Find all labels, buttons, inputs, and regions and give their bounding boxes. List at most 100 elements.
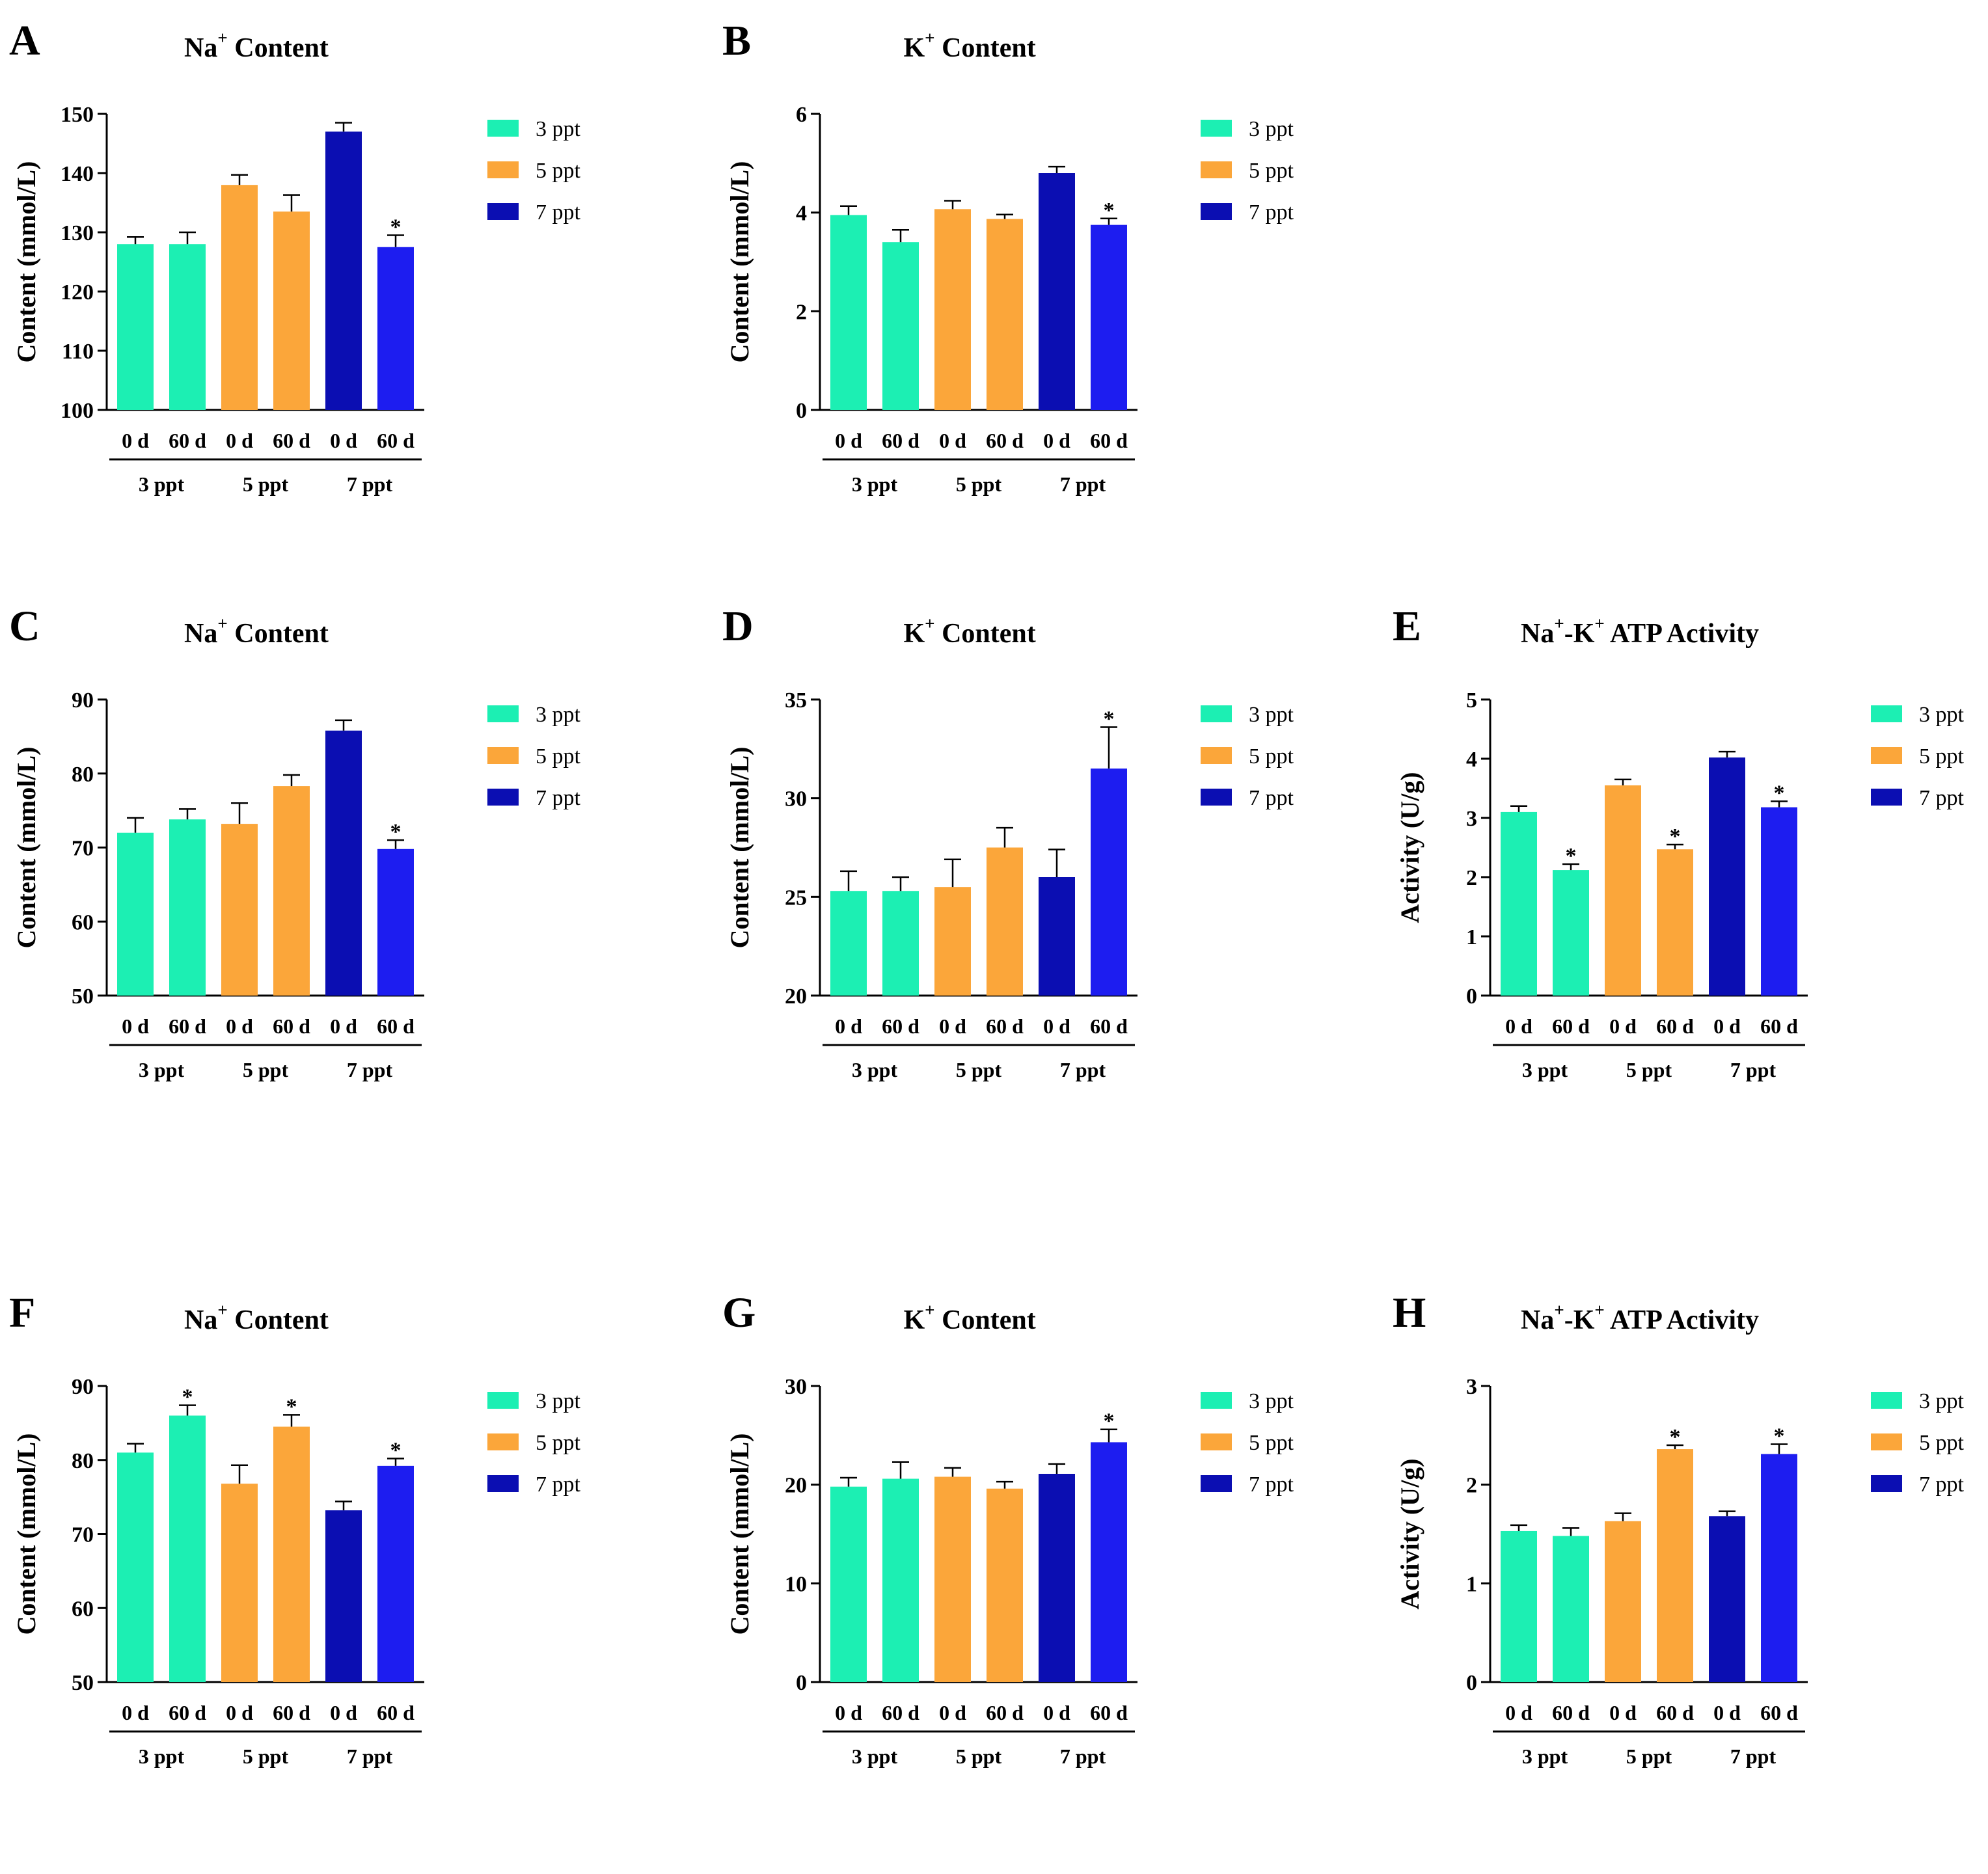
x-group-label: 5 ppt [1626, 1058, 1672, 1081]
chart-title-h: Na+-K+ ATP Activity [1521, 1300, 1759, 1336]
legend-label: 3 ppt [536, 1389, 581, 1413]
title-part: K [903, 1305, 925, 1335]
title-part: ATP Activity [1604, 1305, 1759, 1335]
x-category-label: 60 d [1090, 1014, 1128, 1038]
legend-swatch [487, 705, 519, 722]
bar-7ppt-0d [1039, 1473, 1075, 1682]
legend-swatch [1871, 747, 1902, 764]
x-category-label: 0 d [1713, 1014, 1741, 1038]
chart-svg-d: Content (mmol/L) 20 25 30 35 0 d 60 d 0 d 60 d 0 … [725, 688, 1294, 1081]
bar-3ppt-0d [117, 832, 154, 996]
x-group-label: 5 ppt [243, 472, 289, 496]
y-tick-label: 70 [72, 1523, 94, 1547]
x-category-label: 60 d [377, 1701, 415, 1724]
x-category-label: 60 d [1656, 1014, 1694, 1038]
x-group-label: 7 ppt [1060, 472, 1106, 496]
y-tick-label: 6 [796, 103, 807, 127]
x-category-label: 0 d [122, 429, 149, 452]
x-category-label: 60 d [169, 429, 206, 452]
chart-svg-h: Activity (U/g) 0 1 2 3 0 d 60 d 0 d * 60 d 0 d * 60 … [1395, 1375, 1965, 1768]
chart-svg-a: Content (mmol/L) 100 110 120 130 140 150 0 d 60 … [12, 103, 581, 496]
title-part: + [217, 1300, 228, 1320]
legend-swatch [487, 161, 519, 178]
x-category-label: 0 d [835, 1014, 862, 1038]
legend-label: 3 ppt [1249, 117, 1294, 141]
panel-label-d: D [722, 603, 754, 650]
chart-title-a: Na+ Content [184, 28, 329, 64]
x-category-label: 0 d [330, 1014, 357, 1038]
legend-swatch [1201, 203, 1232, 220]
y-tick-label: 35 [785, 688, 807, 713]
legend-swatch [1201, 1475, 1232, 1492]
legend-label: 5 ppt [536, 744, 581, 768]
y-tick-label: 1 [1466, 1572, 1477, 1596]
bar-5ppt-60d [987, 219, 1023, 410]
x-category-label: 0 d [122, 1701, 149, 1724]
y-tick-label: 80 [72, 1449, 94, 1473]
significance-star: * [1670, 1425, 1681, 1449]
legend-swatch [487, 203, 519, 220]
x-group-label: 3 ppt [139, 1745, 185, 1768]
y-tick-label: 2 [1466, 866, 1477, 890]
title-part: Content [934, 1305, 1036, 1335]
legend-swatch [487, 1475, 519, 1492]
chart-panel-d: D K+ Content Content (mmol/L) 20 25 30 35 0 d 60… [722, 602, 1373, 1188]
legend-label: 3 ppt [536, 703, 581, 727]
legend-label: 7 ppt [536, 200, 581, 224]
y-tick-label: 25 [785, 886, 807, 910]
bar-3ppt-0d [1501, 811, 1537, 996]
y-tick-label: 2 [796, 300, 807, 324]
bar-7ppt-60d [1091, 1442, 1127, 1682]
x-category-label: 60 d [1552, 1014, 1590, 1038]
y-tick-label: 50 [72, 1671, 94, 1695]
x-group-label: 7 ppt [1060, 1058, 1106, 1081]
panel-label-f: F [9, 1289, 36, 1337]
legend-label: 7 ppt [1249, 786, 1294, 810]
title-part: + [1554, 614, 1564, 633]
chart-panel-f: F Na+ Content Content (mmol/L) 50 60 70 80 90 0 … [9, 1288, 660, 1874]
y-tick-label: 110 [62, 340, 94, 364]
y-axis-label: Activity (U/g) [1395, 1458, 1424, 1609]
significance-star: * [1104, 707, 1115, 731]
x-category-label: 60 d [1090, 429, 1128, 452]
legend-label: 7 ppt [1249, 200, 1294, 224]
x-category-label: 60 d [377, 429, 415, 452]
legend-swatch [1201, 789, 1232, 806]
bar-3ppt-0d [830, 891, 867, 996]
title-part: K [903, 619, 925, 649]
title-part: -K [1564, 1305, 1595, 1335]
chart-title-d: K+ Content [904, 614, 1036, 649]
x-group-label: 5 ppt [956, 472, 1002, 496]
x-category-label: 60 d [986, 1014, 1024, 1038]
bar-3ppt-0d [830, 215, 867, 410]
panel-label-g: G [722, 1289, 756, 1337]
legend-label: 5 ppt [1249, 1431, 1294, 1455]
x-group-label: 3 ppt [852, 1058, 898, 1081]
x-category-label: 0 d [330, 1701, 357, 1724]
x-category-label: 60 d [986, 1701, 1024, 1724]
x-category-label: 60 d [273, 429, 310, 452]
x-group-label: 3 ppt [852, 1745, 898, 1768]
x-group-label: 3 ppt [1522, 1058, 1568, 1081]
bar-5ppt-0d [1605, 1521, 1641, 1682]
chart-svg-g: Content (mmol/L) 0 10 20 30 0 d 60 d 0 d 60 d 0 d… [725, 1375, 1294, 1768]
title-part: + [925, 1300, 935, 1320]
x-group-label: 7 ppt [347, 1058, 393, 1081]
y-tick-label: 120 [61, 280, 94, 305]
y-axis-label: Activity (U/g) [1395, 772, 1424, 923]
legend-label: 5 ppt [1919, 1431, 1965, 1455]
title-part: Na [184, 1305, 218, 1335]
title-part: Na [1521, 1305, 1555, 1335]
legend-swatch [1201, 161, 1232, 178]
y-tick-label: 60 [72, 1597, 94, 1621]
x-group-label: 3 ppt [1522, 1745, 1568, 1768]
y-tick-label: 0 [796, 1671, 807, 1695]
x-group-label: 5 ppt [956, 1745, 1002, 1768]
legend-swatch [1201, 747, 1232, 764]
y-tick-label: 20 [785, 985, 807, 1009]
bar-5ppt-0d [221, 1484, 258, 1682]
x-group-label: 3 ppt [139, 1058, 185, 1081]
y-axis-label: Content (mmol/L) [725, 747, 754, 949]
title-part: Na [184, 33, 218, 63]
